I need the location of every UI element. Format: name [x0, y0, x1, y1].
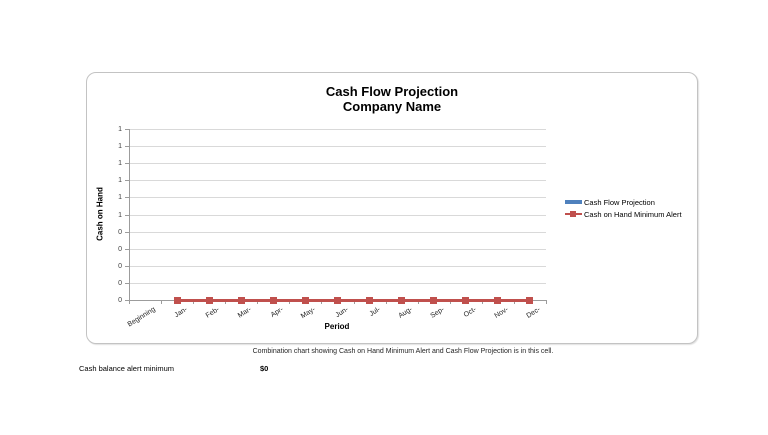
y-axis-tick-label: 0 — [118, 297, 122, 304]
min-alert-marker — [270, 297, 277, 304]
x-axis-tick-mark — [225, 300, 226, 304]
gridline — [129, 180, 546, 181]
chart-title-line1: Cash Flow Projection — [325, 84, 459, 99]
y-axis-tick-label: 1 — [118, 143, 122, 150]
legend-bar-icon — [565, 200, 582, 204]
min-alert-marker — [366, 297, 373, 304]
legend-label: Cash Flow Projection — [584, 197, 655, 207]
y-axis-tick-mark — [125, 300, 129, 301]
min-alert-line-segment — [498, 299, 530, 302]
min-alert-marker — [430, 297, 437, 304]
x-axis-tick-mark — [354, 300, 355, 304]
min-alert-marker — [334, 297, 341, 304]
min-alert-marker — [206, 297, 213, 304]
cash-balance-alert-minimum-label: Cash balance alert minimum — [79, 364, 175, 373]
legend-line-swatch-icon — [565, 210, 582, 218]
chart-title: Cash Flow Projection Company Name — [87, 84, 697, 114]
x-axis-tick-mark — [257, 300, 258, 304]
y-axis-tick-label: 1 — [118, 177, 122, 184]
y-axis-tick-mark — [125, 129, 129, 130]
y-axis-tick-label: 0 — [118, 229, 122, 236]
y-axis-tick-label: 1 — [118, 212, 122, 219]
x-category-label: Beginning — [126, 306, 157, 329]
y-axis-tick-label: 1 — [118, 160, 122, 167]
y-axis-tick-mark — [125, 266, 129, 267]
x-axis-tick-mark — [161, 300, 162, 304]
min-alert-line-segment — [177, 299, 209, 302]
x-axis-tick-mark — [193, 300, 194, 304]
y-axis-tick-mark — [125, 197, 129, 198]
chart-title-line2: Company Name — [342, 99, 442, 114]
legend-marker-icon — [570, 211, 576, 217]
y-axis-tick-label: 1 — [118, 194, 122, 201]
y-axis-tick-mark — [125, 180, 129, 181]
gridline — [129, 266, 546, 267]
x-axis-tick-mark — [546, 300, 547, 304]
min-alert-marker — [462, 297, 469, 304]
y-axis-tick-mark — [125, 215, 129, 216]
min-alert-marker — [302, 297, 309, 304]
gridline — [129, 163, 546, 164]
x-axis-tick-mark — [514, 300, 515, 304]
plot-area: 1 1 1 1 1 1 0 0 0 0 0 Beginning Jan- Feb- Mar- Apr- May-… — [118, 126, 547, 328]
min-alert-line-segment — [273, 299, 305, 302]
cash-flow-chart[interactable]: Cash Flow Projection Company Name Cash o… — [86, 72, 698, 344]
x-axis-tick-mark — [482, 300, 483, 304]
y-axis-line — [129, 129, 130, 301]
y-axis-tick-label: 0 — [118, 263, 122, 270]
gridline — [129, 283, 546, 284]
gridline — [129, 197, 546, 198]
y-axis-tick-mark — [125, 283, 129, 284]
gridline — [129, 232, 546, 233]
x-axis-tick-mark — [129, 300, 130, 304]
min-alert-marker — [526, 297, 533, 304]
x-axis-title: Period — [324, 322, 350, 331]
min-alert-marker — [398, 297, 405, 304]
y-axis-tick-label: 0 — [118, 280, 122, 287]
cash-balance-alert-minimum-value[interactable]: $0 — [260, 364, 269, 373]
gridline — [129, 146, 546, 147]
min-alert-line-segment — [241, 299, 273, 302]
min-alert-line-segment — [209, 299, 241, 302]
x-axis-tick-mark — [321, 300, 322, 304]
y-axis-tick-mark — [125, 146, 129, 147]
x-axis-tick-mark — [386, 300, 387, 304]
y-axis-tick-label: 1 — [118, 126, 122, 133]
chart-caption: Combination chart showing Cash on Hand M… — [252, 348, 554, 355]
y-axis-tick-label: 0 — [118, 246, 122, 253]
gridline — [129, 215, 546, 216]
y-axis-tick-mark — [125, 163, 129, 164]
legend-row: Cash on Hand Minimum Alert — [565, 209, 682, 219]
chart-legend: Cash Flow Projection Cash on Hand Minimum… — [565, 197, 682, 219]
x-axis-tick-mark — [418, 300, 419, 304]
min-alert-line-segment — [305, 299, 337, 302]
min-alert-marker — [494, 297, 501, 304]
min-alert-marker — [238, 297, 245, 304]
y-axis-tick-mark — [125, 249, 129, 250]
min-alert-line-segment — [466, 299, 498, 302]
min-alert-line-segment — [402, 299, 434, 302]
gridline — [129, 249, 546, 250]
legend-bar-swatch-icon — [565, 198, 582, 206]
x-axis-tick-mark — [289, 300, 290, 304]
legend-label: Cash on Hand Minimum Alert — [584, 209, 682, 219]
y-axis-tick-mark — [125, 232, 129, 233]
min-alert-marker — [174, 297, 181, 304]
gridline — [129, 129, 546, 130]
min-alert-line-segment — [370, 299, 402, 302]
x-axis-tick-mark — [450, 300, 451, 304]
legend-row: Cash Flow Projection — [565, 197, 682, 207]
min-alert-line-segment — [434, 299, 466, 302]
min-alert-line-segment — [338, 299, 370, 302]
